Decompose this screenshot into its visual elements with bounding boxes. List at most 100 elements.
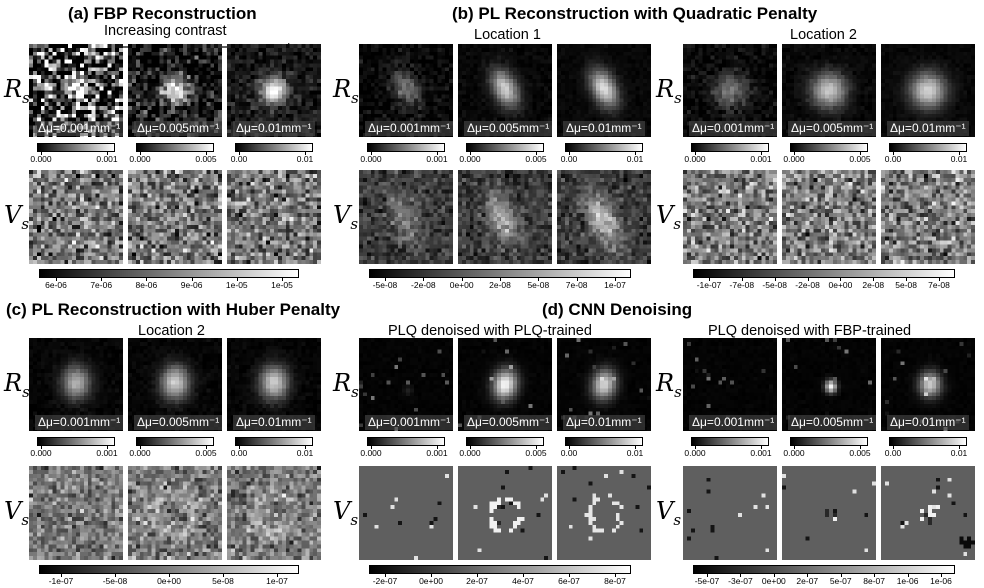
panel-c-R-label: Rs: [4, 370, 30, 405]
colorbar-tick-mark: [101, 278, 103, 281]
colorbar-tick-label: 0e+00: [828, 280, 853, 290]
panel-b-loc2-V-label-letter: V: [656, 201, 674, 229]
panel-b-loc1-V-image-2: [458, 170, 552, 264]
colorbar-tick-label: 0.000: [783, 154, 805, 164]
panel-b-loc1-R-label: Rs: [333, 76, 359, 111]
panel-d1-V-image-2: [458, 466, 552, 560]
colorbar-tick-mark: [437, 152, 438, 155]
panel-b-loc1-V-colorbar: [369, 269, 631, 278]
colorbar-tick-label: 0.001: [426, 154, 448, 164]
colorbar-tick-mark: [794, 152, 795, 155]
panel-b-loc2-V-colorbar: [693, 269, 955, 278]
panel-b-location2-label: Location 2: [790, 27, 857, 43]
panel-d2-V-image-1: [683, 466, 777, 560]
panel-d1-R-label-letter: R: [333, 369, 352, 397]
colorbar-tick-mark: [906, 278, 908, 281]
panel-a-V-image-1: [29, 170, 123, 264]
colorbar-tick-label: -1e-07: [696, 280, 722, 290]
panel-b-loc1-R-label-subscript: s: [351, 88, 359, 107]
colorbar-tick-mark: [423, 278, 425, 281]
contrast-label: Δμ=0.01mm⁻¹: [233, 121, 315, 136]
contrast-label: Δμ=0.001mm⁻¹: [35, 415, 124, 430]
colorbar-tick-label: -5e-08: [762, 280, 787, 290]
colorbar-tick-mark: [140, 446, 141, 449]
colorbar-tick-label: 1e-07: [604, 280, 626, 290]
colorbar-tick-label: 0.00: [884, 448, 902, 458]
colorbar-tick-mark: [773, 574, 775, 577]
contrast-label: Δμ=0.005mm⁻¹: [134, 121, 223, 136]
panel-d1-R-label-subscript: s: [351, 382, 359, 401]
colorbar-tick-mark: [277, 574, 278, 577]
colorbar-tick-label: 0.01: [950, 448, 968, 458]
colorbar-tick-label: 0.000: [30, 448, 52, 458]
panel-b-loc2-R-label-subscript: s: [674, 88, 682, 107]
colorbar-tick-label: 0.005: [849, 448, 871, 458]
colorbar-tick-label: 2e-08: [489, 280, 511, 290]
colorbar-tick-label: 8e-06: [135, 280, 158, 290]
panel-c-R-colorbar-1: [37, 437, 115, 446]
panel-d2-V-label-subscript: s: [673, 510, 682, 529]
colorbar-tick-label: 1e-06: [930, 576, 952, 586]
colorbar-tick-label: 9e-06: [180, 280, 203, 290]
colorbar-tick-mark: [385, 574, 386, 577]
panel-a-title: (a) FBP Reconstruction: [68, 4, 257, 23]
colorbar-tick-label: 8e-07: [863, 576, 886, 586]
colorbar-tick-label: 0.000: [684, 448, 706, 458]
colorbar-tick-mark: [807, 278, 809, 281]
panel-d2-R-colorbar-3: [889, 437, 967, 446]
colorbar-tick-mark: [893, 152, 894, 155]
colorbar-tick-mark: [206, 446, 207, 449]
panel-d1-R-colorbar-1: [367, 437, 445, 446]
colorbar-tick-label: 0.00: [560, 448, 578, 458]
panel-d2-R-label-letter: R: [656, 369, 675, 397]
colorbar-tick-mark: [385, 278, 386, 281]
colorbar-tick-label: 1e-06: [896, 576, 919, 586]
panel-d1-R-colorbar-2: [466, 437, 544, 446]
contrast-label: Δμ=0.001mm⁻¹: [35, 121, 124, 136]
colorbar-tick-mark: [305, 152, 306, 155]
colorbar-tick-label: 5e-08: [895, 280, 918, 290]
panel-c-R-label-subscript: s: [22, 382, 30, 401]
colorbar-tick-label: 0.001: [750, 154, 772, 164]
panel-d-sub1-label: PLQ denoised with PLQ-trained: [388, 323, 592, 339]
colorbar-tick-label: 0e+00: [449, 280, 474, 290]
panel-a-V-label-letter: V: [4, 201, 22, 229]
colorbar-tick-mark: [873, 278, 875, 281]
panel-b-loc2-V-image-2: [782, 170, 876, 264]
colorbar-tick-mark: [741, 278, 743, 281]
colorbar-tick-label: -1e-07: [48, 576, 74, 586]
colorbar-tick-label: 0.001: [750, 448, 772, 458]
colorbar-tick-label: 5e-08: [212, 576, 234, 586]
colorbar-tick-mark: [695, 152, 696, 155]
colorbar-tick-mark: [41, 446, 42, 449]
colorbar-tick-mark: [500, 278, 501, 281]
panel-c-V-image-3: [227, 466, 321, 560]
contrast-label: Δμ=0.01mm⁻¹: [563, 121, 645, 136]
colorbar-tick-mark: [939, 278, 940, 281]
panel-c-R-colorbar-2: [136, 437, 214, 446]
colorbar-tick-mark: [56, 278, 57, 281]
colorbar-tick-mark: [569, 446, 570, 449]
panel-b-loc1-R-label-letter: R: [333, 75, 352, 103]
panel-d2-V-label: Vs: [656, 498, 681, 533]
panel-d2-R-label: Rs: [656, 370, 682, 405]
colorbar-tick-label: 5e-07: [829, 576, 852, 586]
colorbar-tick-label: 0.00: [884, 154, 902, 164]
panel-b-loc2-R-colorbar-3: [889, 143, 967, 152]
colorbar-tick-mark: [576, 278, 578, 281]
panel-d2-R-colorbar-1: [691, 437, 769, 446]
contrast-label: Δμ=0.01mm⁻¹: [563, 415, 645, 430]
panel-a-V-image-3: [227, 170, 321, 264]
colorbar-tick-label: 0.01: [950, 154, 968, 164]
contrast-label: Δμ=0.005mm⁻¹: [788, 415, 877, 430]
panel-d2-V-colorbar: [693, 565, 955, 574]
panel-b-loc2-R-colorbar-1: [691, 143, 769, 152]
contrast-label: Δμ=0.001mm⁻¹: [365, 121, 454, 136]
colorbar-tick-mark: [61, 574, 62, 577]
colorbar-tick-mark: [236, 278, 238, 281]
colorbar-tick-label: 0.00: [560, 154, 578, 164]
colorbar-tick-mark: [239, 152, 240, 155]
panel-b-location1-label: Location 1: [474, 27, 541, 43]
colorbar-tick-mark: [107, 152, 108, 155]
panel-d2-V-image-3: [881, 466, 975, 560]
